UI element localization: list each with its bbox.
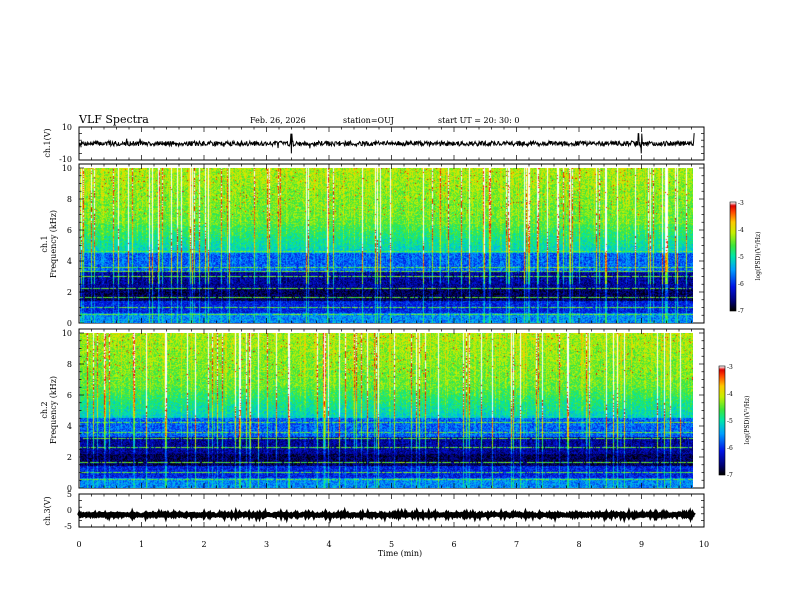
ch2-spectrogram-image bbox=[80, 333, 693, 488]
time-tick-label: 7 bbox=[514, 540, 519, 549]
figure-title: VLF Spectra bbox=[78, 113, 149, 126]
frequency-tick-label: 0 bbox=[67, 484, 72, 493]
ch1-cbar-tick-m4: -4 bbox=[738, 227, 744, 234]
time-tick-label: 10 bbox=[699, 540, 709, 549]
ch2-colorbar-frame bbox=[718, 365, 726, 476]
ch1-cbar-tick-m5: -5 bbox=[738, 254, 744, 261]
ch2-colorbar bbox=[719, 366, 725, 475]
ch2-cbar-tick-m4: -4 bbox=[727, 391, 733, 398]
ch3-waveform-ticks bbox=[78, 493, 705, 528]
time-tick-label: 1 bbox=[139, 540, 144, 549]
time-tick-label: 8 bbox=[576, 540, 581, 549]
frequency-tick-label: 2 bbox=[67, 453, 72, 462]
frequency-tick-label: 4 bbox=[67, 257, 72, 266]
time-axis-tick-labels: 0 1 2 3 4 5 6 7 8 9 10 bbox=[76, 540, 709, 549]
ch1-spectrogram-ticks bbox=[78, 164, 705, 324]
ch1-waveform-panel: 10 -10 ch.1(V) bbox=[43, 123, 705, 164]
time-tick-label: 2 bbox=[201, 540, 206, 549]
ch2-cbar-tick-m6: -6 bbox=[727, 445, 733, 452]
ch1-waveform-ticks bbox=[78, 126, 705, 161]
ch1-cbar-tick-m7: -7 bbox=[738, 308, 744, 315]
ch1-colorbar-frame bbox=[729, 201, 737, 312]
ch3-ylabel: ch.3(V) bbox=[43, 496, 52, 525]
ch2-ylabel-channel: ch.2 bbox=[40, 401, 49, 418]
ch2-cbar-tick-m5: -5 bbox=[727, 418, 733, 425]
time-tick-label: 9 bbox=[639, 540, 644, 549]
ch2-frequency-tick-labels: 0 2 4 6 8 10 bbox=[62, 329, 72, 493]
frequency-tick-label: 8 bbox=[67, 195, 72, 204]
ch2-cbar-tick-m7: -7 bbox=[727, 472, 733, 479]
frequency-tick-label: 0 bbox=[67, 319, 72, 328]
ch2-cbar-tick-m3: -3 bbox=[727, 364, 733, 371]
ch2-spectrogram-ticks bbox=[78, 329, 705, 489]
ch3-ytick-bottom: -5 bbox=[64, 522, 72, 531]
frequency-tick-label: 6 bbox=[67, 391, 72, 400]
date-label: Feb. 26, 2026 bbox=[250, 116, 306, 125]
ch3-ytick-mid: 0 bbox=[67, 506, 72, 515]
ch1-colorbar bbox=[730, 202, 736, 311]
frequency-tick-label: 10 bbox=[62, 164, 72, 173]
ch1-waveform-trace bbox=[78, 133, 695, 154]
time-tick-label: 4 bbox=[326, 540, 331, 549]
ch3-waveform-panel: 5 0 -5 ch.3(V) bbox=[43, 490, 705, 531]
ch2-spectrogram-panel: 0 2 4 6 8 10 ch.2 Frequency (kHz) -3 -4 -5 -6… bbox=[40, 328, 751, 493]
time-tick-label: 5 bbox=[389, 540, 394, 549]
ch1-cbar-tick-m6: -6 bbox=[738, 281, 744, 288]
frequency-tick-label: 4 bbox=[67, 422, 72, 431]
ch1-spectrogram-panel: 0 2 4 6 8 10 ch.1 Frequency (kHz) -3 -4 -5 -6… bbox=[40, 163, 762, 328]
ch3-waveform-trace bbox=[77, 506, 696, 524]
ch1-ylabel-frequency: Frequency (kHz) bbox=[49, 210, 58, 278]
ch1-spectrogram-image bbox=[80, 168, 693, 323]
ch1-ylabel: ch.1(V) bbox=[43, 128, 52, 157]
time-tick-label: 6 bbox=[451, 540, 456, 549]
time-axis-label: Time (min) bbox=[378, 549, 422, 558]
ch1-ytick-bottom: -10 bbox=[59, 155, 72, 164]
frequency-tick-label: 10 bbox=[62, 329, 72, 338]
ch2-ylabel-frequency: Frequency (kHz) bbox=[49, 376, 58, 444]
ch1-cbar-tick-m3: -3 bbox=[738, 200, 744, 207]
time-tick-label: 3 bbox=[264, 540, 269, 549]
frequency-tick-label: 2 bbox=[67, 288, 72, 297]
frequency-tick-label: 6 bbox=[67, 226, 72, 235]
ch3-ytick-top: 5 bbox=[67, 490, 72, 499]
ch1-frequency-tick-labels: 0 2 4 6 8 10 bbox=[62, 164, 72, 328]
ch1-ytick-top: 10 bbox=[62, 123, 72, 132]
station-label: station=OUJ bbox=[343, 116, 394, 125]
ch1-colorbar-label: log(PSD)(V²/Hz) bbox=[755, 232, 762, 281]
start-time-label: start UT = 20: 30: 0 bbox=[438, 116, 519, 125]
time-tick-label: 0 bbox=[76, 540, 81, 549]
frequency-tick-label: 8 bbox=[67, 360, 72, 369]
ch1-ylabel-channel: ch.1 bbox=[40, 235, 49, 252]
ch2-colorbar-label: log(PSD)(V²/Hz) bbox=[744, 396, 751, 445]
